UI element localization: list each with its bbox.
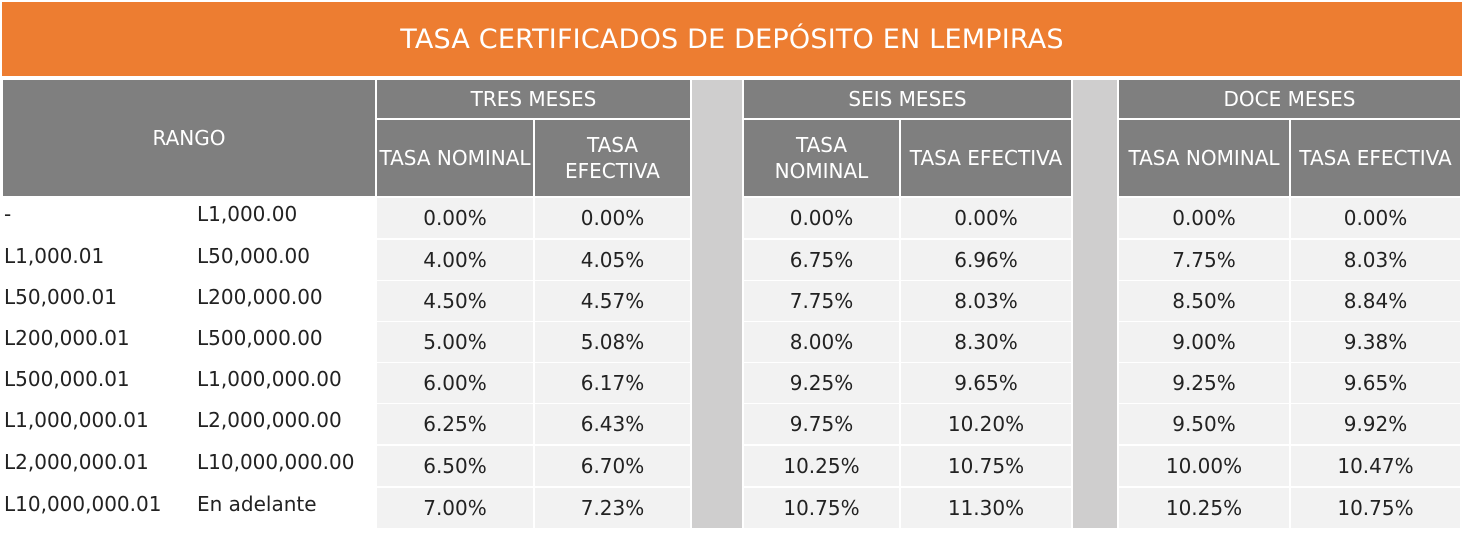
rate-cell: 10.25% [744,446,899,486]
range-from: L1,000.01 [4,244,105,268]
range-to: L1,000.00 [197,202,298,226]
rate-cell: 9.50% [1119,404,1289,444]
rate-cell: 9.00% [1119,322,1289,362]
rate-cell: 6.25% [377,404,533,444]
range-from: L2,000,000.01 [4,450,149,474]
rate-cell: 0.00% [377,198,533,238]
rate-cell: 10.25% [1119,488,1289,528]
rate-cell: 7.00% [377,488,533,528]
rate-cell: 5.08% [535,322,690,362]
rate-cell: 8.03% [901,281,1071,321]
range-to: L2,000,000.00 [197,408,342,432]
doce-meses-tasa-efectiva-header: TASA EFECTIVA [1291,120,1460,196]
rate-cell: 10.47% [1291,446,1460,486]
rate-cell: 8.03% [1291,240,1460,280]
range-to: L1,000,000.00 [197,367,342,391]
tres-meses-header: TRES MESES [377,80,690,118]
rate-cell: 0.00% [744,198,899,238]
rate-cell: 9.75% [744,404,899,444]
rate-cell: 4.05% [535,240,690,280]
range-to: L200,000.00 [197,285,323,309]
rate-cell: 4.57% [535,281,690,321]
rate-cell: 9.65% [901,363,1071,403]
rate-cell: 0.00% [901,198,1071,238]
rate-cell: 6.96% [901,240,1071,280]
rate-cell: 6.70% [535,446,690,486]
rate-cell: 6.00% [377,363,533,403]
rate-cell: 8.84% [1291,281,1460,321]
rate-cell: 8.30% [901,322,1071,362]
range-from: L10,000,000.01 [4,492,162,516]
column-separator [1073,80,1117,528]
rate-cell: 7.23% [535,488,690,528]
rate-cell: 6.50% [377,446,533,486]
rate-cell: 9.25% [744,363,899,403]
rate-cell: 10.75% [744,488,899,528]
range-from: L200,000.01 [4,326,130,350]
table-title: TASA CERTIFICADOS DE DEPÓSITO EN LEMPIRA… [2,2,1462,76]
rate-cell: 9.92% [1291,404,1460,444]
range-from: L50,000.01 [4,285,117,309]
range-from: - [4,202,12,226]
rate-cell: 6.43% [535,404,690,444]
doce-meses-header: DOCE MESES [1119,80,1460,118]
seis-meses-tasa-nominal-header: TASA NOMINAL [744,120,899,196]
rate-cell: 10.75% [901,446,1071,486]
range-to: L500,000.00 [197,326,323,350]
rate-cell: 9.38% [1291,322,1460,362]
range-to: L50,000.00 [197,244,310,268]
rango-header: RANGO [3,80,375,196]
rate-cell: 8.50% [1119,281,1289,321]
rate-cell: 11.30% [901,488,1071,528]
rate-cell: 7.75% [1119,240,1289,280]
range-from: L500,000.01 [4,367,130,391]
range-to: En adelante [197,492,317,516]
rate-cell: 0.00% [1291,198,1460,238]
column-separator [692,80,742,528]
doce-meses-tasa-nominal-header: TASA NOMINAL [1119,120,1289,196]
rate-cell: 9.25% [1119,363,1289,403]
rate-cell: 0.00% [1119,198,1289,238]
rate-cell: 8.00% [744,322,899,362]
seis-meses-tasa-efectiva-header: TASA EFECTIVA [901,120,1071,196]
rate-cell: 7.75% [744,281,899,321]
rate-cell: 4.00% [377,240,533,280]
rate-cell: 6.75% [744,240,899,280]
range-to: L10,000,000.00 [197,450,355,474]
seis-meses-header: SEIS MESES [744,80,1071,118]
rate-cell: 0.00% [535,198,690,238]
rate-cell: 10.00% [1119,446,1289,486]
rate-cell: 10.75% [1291,488,1460,528]
rate-cell: 9.65% [1291,363,1460,403]
rate-cell: 5.00% [377,322,533,362]
rate-cell: 4.50% [377,281,533,321]
range-from: L1,000,000.01 [4,408,149,432]
rate-cell: 10.20% [901,404,1071,444]
tres-meses-tasa-efectiva-header: TASA EFECTIVA [535,120,690,196]
rate-cell: 6.17% [535,363,690,403]
tres-meses-tasa-nominal-header: TASA NOMINAL [377,120,533,196]
